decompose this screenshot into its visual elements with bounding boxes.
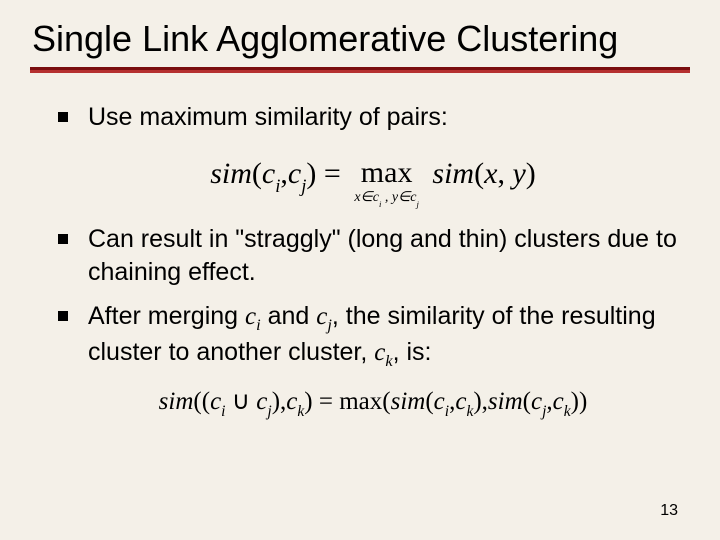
page-number: 13	[660, 502, 678, 520]
bullet-1-text: Use maximum similarity of pairs:	[88, 101, 448, 134]
formula-2-math: sim((ci ∪ cj),ck) = max(sim(ci,ck),sim(c…	[159, 388, 588, 415]
bullet-icon	[58, 311, 68, 321]
formula-1: sim(ci,cj) = maxx∈ci , y∈cj sim(x, y)	[58, 152, 688, 201]
bullet-2: Can result in "straggly" (long and thin)…	[58, 223, 688, 288]
bullet-3-text: After merging ci and cj, the similarity …	[88, 300, 688, 372]
bullet-3: After merging ci and cj, the similarity …	[58, 300, 688, 372]
formula-1-math: sim(ci,cj) = maxx∈ci , y∈cj sim(x, y)	[210, 157, 536, 190]
title-rule	[30, 67, 690, 73]
bullet-icon	[58, 234, 68, 244]
slide: Single Link Agglomerative Clustering Use…	[0, 0, 720, 540]
formula-2: sim((ci ∪ cj),ck) = max(sim(ci,ck),sim(c…	[58, 386, 688, 420]
bullet-1: Use maximum similarity of pairs:	[58, 101, 688, 134]
content-area: Use maximum similarity of pairs: sim(ci,…	[32, 101, 688, 420]
bullet-icon	[58, 112, 68, 122]
bullet-2-text: Can result in "straggly" (long and thin)…	[88, 223, 688, 288]
slide-title: Single Link Agglomerative Clustering	[32, 18, 688, 59]
